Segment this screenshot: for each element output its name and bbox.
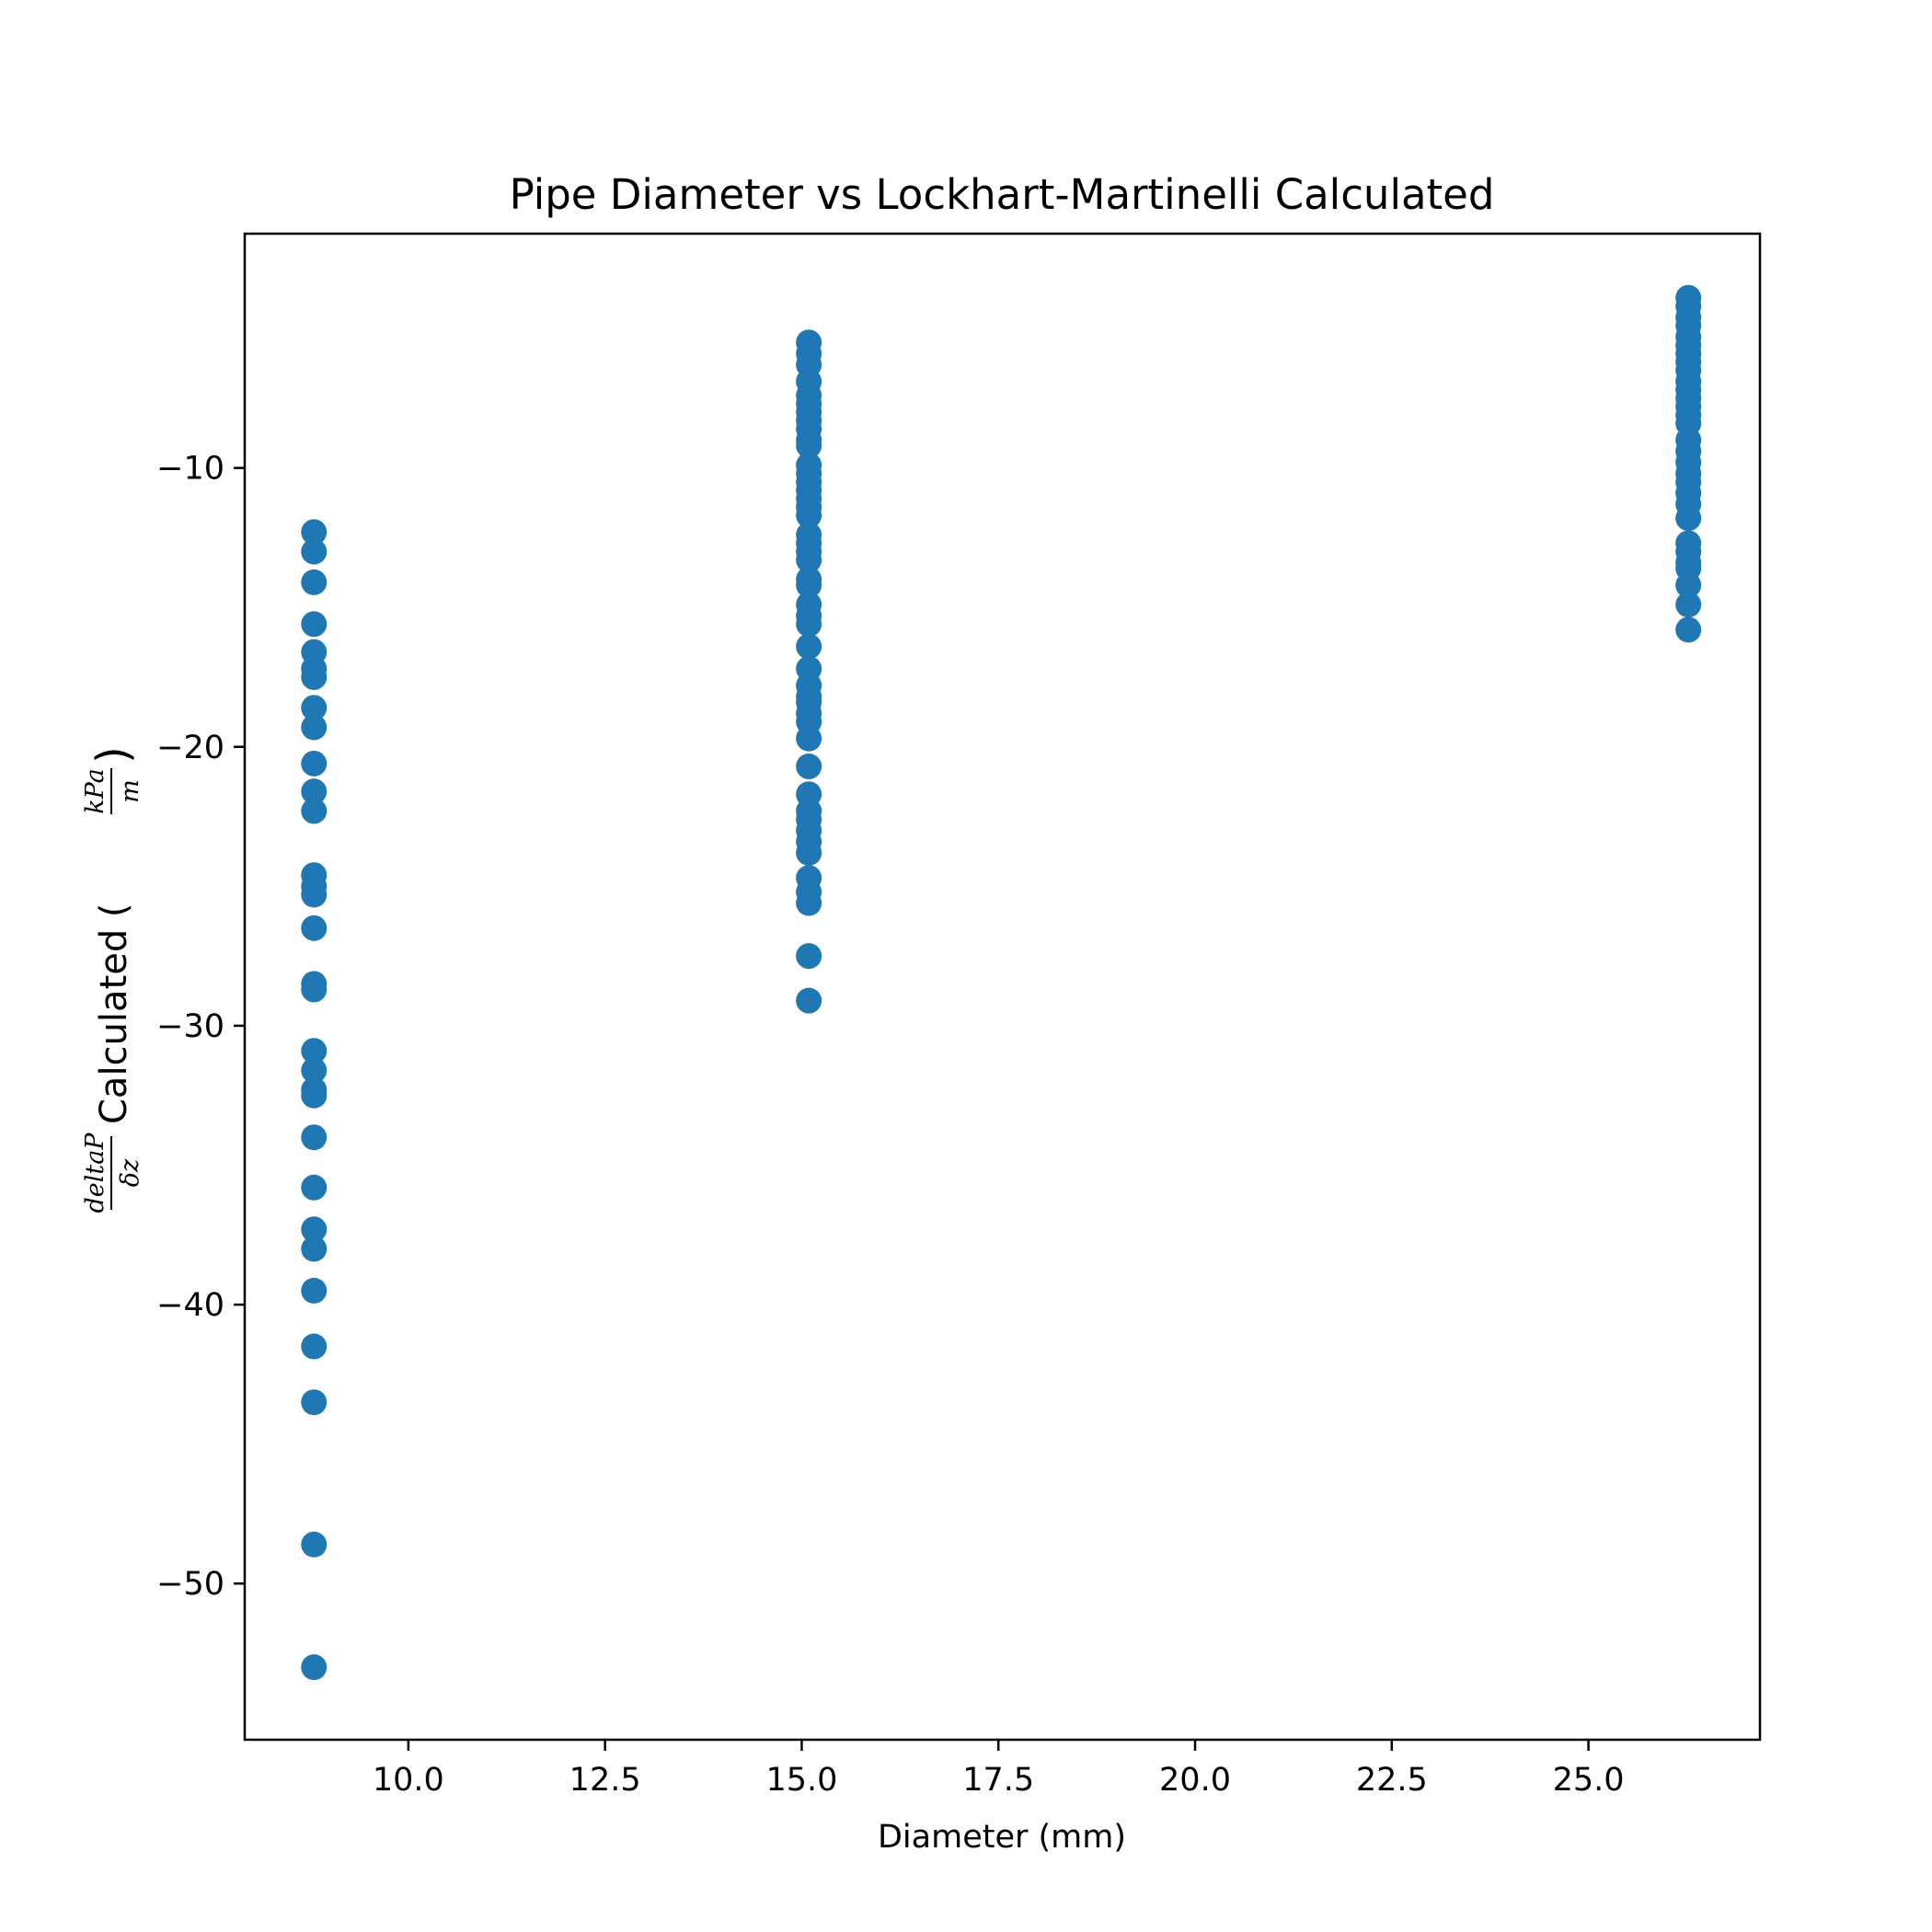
scatter-point xyxy=(301,1277,328,1304)
scatter-point xyxy=(301,695,328,721)
y-axis-label: deltaP δz Calculated ( kPa m ) xyxy=(81,746,144,1213)
scatter-point xyxy=(301,538,328,565)
scatter-point xyxy=(301,798,328,824)
scatter-point xyxy=(1675,616,1702,643)
scatter-point xyxy=(301,976,328,1003)
scatter-point xyxy=(796,611,822,638)
scatter-point xyxy=(301,778,328,805)
plot-area-frame xyxy=(243,232,1762,1742)
scatter-point xyxy=(301,664,328,691)
x-tick-label: 12.5 xyxy=(569,1762,641,1799)
y-label-unit-numerator: kPa xyxy=(81,768,109,813)
y-axis-ticks: −10 −20 −30 −40 −50 xyxy=(156,451,245,1603)
y-label-main-text: Calculated ( xyxy=(93,903,135,1124)
scatter-point xyxy=(301,914,328,941)
y-tick-label: −50 xyxy=(156,1566,224,1603)
scatter-point xyxy=(796,725,822,752)
y-tick-label: −10 xyxy=(156,451,224,488)
scatter-point xyxy=(301,750,328,776)
scatter-point xyxy=(301,1236,328,1262)
scatter-point xyxy=(796,432,822,459)
scatter-point xyxy=(301,569,328,595)
scatter-point xyxy=(301,1057,328,1084)
scatter-point xyxy=(301,714,328,741)
scatter-point xyxy=(1675,592,1702,618)
scatter-point xyxy=(301,1038,328,1064)
x-tick-label: 17.5 xyxy=(962,1762,1034,1799)
y-tick-label: −20 xyxy=(156,730,224,766)
scatter-point xyxy=(796,987,822,1014)
x-tick-label: 22.5 xyxy=(1356,1762,1428,1799)
scatter-point xyxy=(301,1333,328,1360)
scatter-point xyxy=(796,546,822,573)
scatter-point xyxy=(301,1124,328,1151)
scatter-point xyxy=(301,1082,328,1109)
scatter-point xyxy=(301,1216,328,1243)
scatter-point xyxy=(796,633,822,660)
scatter-point xyxy=(301,519,328,546)
scatter-point xyxy=(796,839,822,866)
scatter-point xyxy=(301,1174,328,1201)
scatter-point xyxy=(301,1654,328,1681)
scatter-point xyxy=(796,753,822,780)
y-label-fraction-denominator: δz xyxy=(116,1158,144,1187)
scatter-point xyxy=(301,611,328,638)
x-tick-label: 10.0 xyxy=(373,1762,444,1799)
scatter-point xyxy=(1675,505,1702,532)
scatter-point xyxy=(301,1389,328,1416)
scatter-point xyxy=(301,881,328,908)
scatter-point xyxy=(301,1531,328,1558)
scatter-point xyxy=(796,890,822,916)
x-axis-ticks: 10.0 12.5 15.0 17.5 20.0 22.5 25.0 xyxy=(373,1740,1625,1799)
y-label-close-paren: ) xyxy=(87,746,139,764)
scatter-point xyxy=(1675,571,1702,598)
y-label-unit-denominator: m xyxy=(116,779,144,803)
y-tick-label: −40 xyxy=(156,1287,224,1324)
scatter-point xyxy=(796,502,822,529)
scatter-point xyxy=(796,571,822,598)
chart-title: Pipe Diameter vs Lockhart-Martinelli Cal… xyxy=(510,170,1495,219)
x-tick-label: 20.0 xyxy=(1159,1762,1231,1799)
y-tick-label: −30 xyxy=(156,1008,224,1045)
x-tick-label: 15.0 xyxy=(765,1762,837,1799)
x-tick-label: 25.0 xyxy=(1553,1762,1625,1799)
scatter-point xyxy=(796,943,822,970)
data-points xyxy=(301,284,1702,1681)
x-axis-label: Diameter (mm) xyxy=(878,1819,1126,1856)
y-label-fraction-numerator: deltaP xyxy=(81,1133,109,1213)
